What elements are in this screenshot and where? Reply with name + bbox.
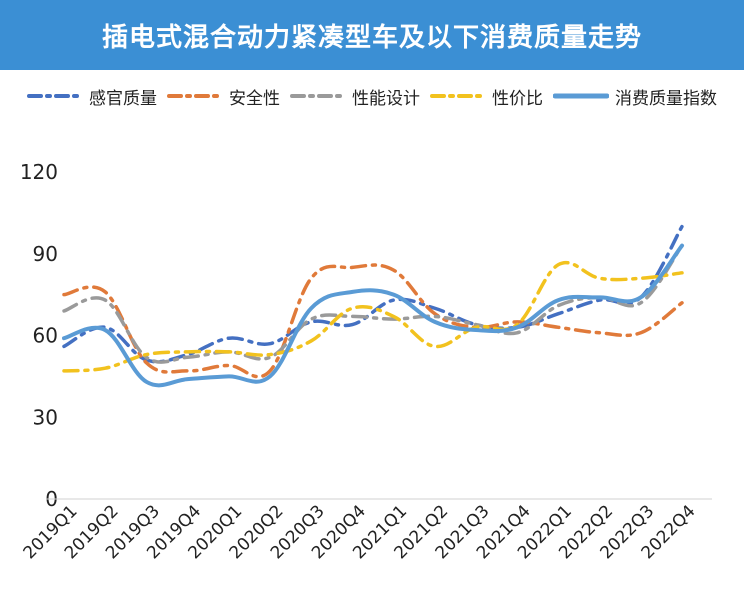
data-point-consumer-quality-index [515, 325, 519, 329]
chart-title: 插电式混合动力紧凑型车及以下消费质量走势 [101, 22, 642, 53]
data-point-consumer-quality-index [186, 377, 190, 381]
data-point-consumer-quality-index [227, 374, 231, 378]
data-point-consumer-quality-index [392, 293, 396, 297]
data-point-performance-design [515, 331, 519, 335]
legend-item-sensory: 感官质量 [27, 84, 157, 109]
data-point-performance-design [103, 298, 107, 302]
data-point-safety [186, 369, 190, 373]
data-point-performance-design [350, 314, 354, 318]
data-point-performance-design [186, 355, 190, 359]
data-point-performance-design [433, 314, 437, 318]
y-tick-label: 90 [33, 242, 58, 266]
data-point-value-for-money [227, 350, 231, 354]
series-layer [62, 224, 684, 388]
data-point-consumer-quality-index [474, 328, 478, 332]
legend-item-safety: 安全性 [167, 84, 280, 109]
data-point-value-for-money [186, 350, 190, 354]
data-point-value-for-money [350, 306, 354, 310]
data-point-consumer-quality-index [62, 336, 66, 340]
data-point-safety [309, 276, 313, 280]
legend-label-sensory: 感官质量 [89, 88, 157, 109]
data-point-performance-design [62, 309, 66, 313]
data-point-consumer-quality-index [433, 320, 437, 324]
data-point-safety [680, 301, 684, 305]
legend-label-performance: 性能设计 [352, 88, 420, 109]
data-point-consumer-quality-index [103, 328, 107, 332]
data-point-sensory-quality [268, 342, 272, 346]
data-point-sensory-quality [62, 344, 66, 348]
data-point-safety [144, 361, 148, 365]
series-line-sensory-quality [62, 224, 684, 364]
legend-item-index: 消费质量指数 [553, 84, 717, 109]
data-point-safety [350, 265, 354, 269]
data-point-value-for-money [62, 369, 66, 373]
data-point-safety [62, 293, 66, 297]
data-point-value-for-money [309, 339, 313, 343]
legend-swatch-safety [167, 94, 223, 98]
y-tick-label: 60 [33, 324, 58, 348]
series-line-consumer-quality-index [62, 243, 684, 388]
data-point-consumer-quality-index [309, 306, 313, 310]
data-point-consumer-quality-index [350, 290, 354, 294]
data-point-sensory-quality [433, 306, 437, 310]
data-point-value-for-money [144, 353, 148, 357]
data-point-safety [556, 325, 560, 329]
data-point-value-for-money [268, 353, 272, 357]
legend-item-value: 性价比 [430, 84, 543, 109]
legend-swatch-value [430, 94, 486, 98]
data-point-consumer-quality-index [598, 295, 602, 299]
data-point-consumer-quality-index [639, 295, 643, 299]
legend-swatch-performance [290, 94, 346, 98]
data-point-sensory-quality [392, 298, 396, 302]
data-point-value-for-money [392, 314, 396, 318]
legend-label-index: 消费质量指数 [615, 88, 717, 109]
data-point-safety [227, 363, 231, 367]
data-point-sensory-quality [680, 225, 684, 229]
data-point-performance-design [309, 317, 313, 321]
data-point-performance-design [556, 304, 560, 308]
data-point-performance-design [639, 301, 643, 305]
legend-swatch-index [553, 93, 609, 99]
series-line-value-for-money [62, 260, 684, 373]
legend-item-performance: 性能设计 [290, 84, 420, 109]
data-point-value-for-money [433, 344, 437, 348]
data-point-safety [598, 331, 602, 335]
data-point-value-for-money [103, 366, 107, 370]
y-tick-label: 120 [20, 160, 58, 184]
data-point-value-for-money [598, 276, 602, 280]
y-tick-label: 30 [33, 405, 58, 429]
legend-label-safety: 安全性 [229, 88, 280, 109]
legend: 感官质量 安全性 性能设计 性价比 消费质量指数 [0, 78, 744, 114]
data-point-consumer-quality-index [268, 374, 272, 378]
series-line-safety [62, 263, 684, 379]
legend-swatch-sensory [27, 94, 83, 98]
data-point-safety [639, 331, 643, 335]
data-point-consumer-quality-index [556, 298, 560, 302]
data-point-sensory-quality [350, 323, 354, 327]
data-point-value-for-money [680, 271, 684, 275]
data-point-value-for-money [639, 276, 643, 280]
data-point-value-for-money [556, 263, 560, 267]
x-axis: 2019Q12019Q22019Q32019Q42020Q12020Q22020… [20, 501, 700, 563]
data-point-consumer-quality-index [144, 380, 148, 384]
data-point-consumer-quality-index [680, 244, 684, 248]
data-point-sensory-quality [227, 336, 231, 340]
legend-label-value: 性价比 [492, 88, 543, 109]
title-bar: 插电式混合动力紧凑型车及以下消费质量走势 [0, 0, 744, 70]
data-point-safety [103, 290, 107, 294]
data-point-sensory-quality [556, 312, 560, 316]
data-point-safety [392, 268, 396, 272]
